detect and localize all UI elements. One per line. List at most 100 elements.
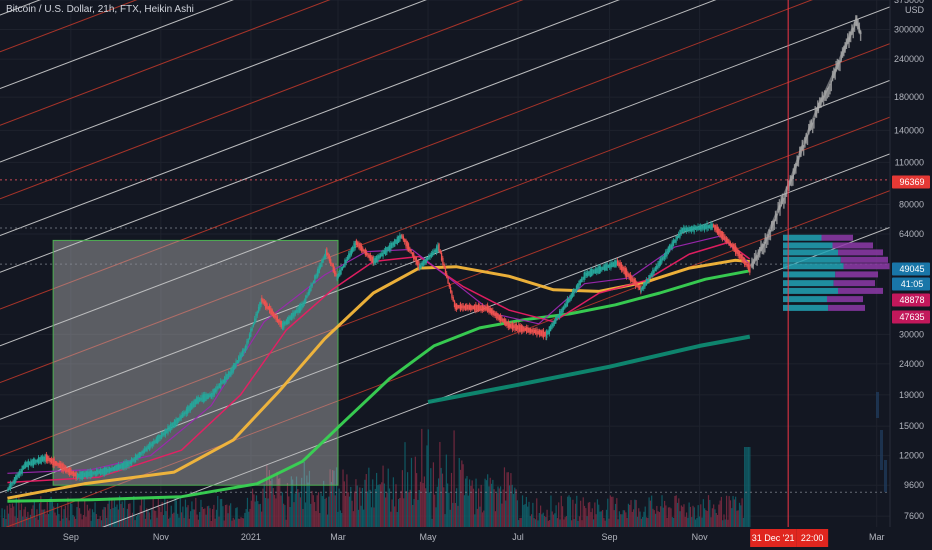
candle-body	[163, 431, 164, 435]
volume-bar	[156, 518, 157, 527]
candle-body	[299, 305, 300, 313]
x-tick-label: Sep	[63, 532, 79, 542]
candle-body	[651, 273, 652, 276]
volume-bar	[566, 516, 567, 527]
candle-body	[223, 380, 224, 383]
projection-candle	[755, 250, 756, 261]
volume-bar	[598, 505, 599, 527]
candle-body	[92, 472, 93, 475]
volume-bar	[656, 506, 657, 527]
volume-bar	[482, 512, 483, 527]
candle-body	[284, 322, 285, 325]
candle-body	[697, 226, 698, 230]
candle-body	[739, 251, 740, 258]
candle-body	[115, 465, 116, 470]
candle-body	[101, 469, 102, 473]
volume-bar	[543, 513, 544, 527]
candle-body	[269, 306, 270, 314]
volume-bar	[200, 500, 201, 527]
candle-body	[599, 266, 600, 274]
projection-candle	[795, 163, 796, 174]
volume-bar	[494, 489, 495, 527]
volume-profile-bar-down	[834, 280, 875, 286]
volume-bar	[521, 518, 522, 527]
volume-bar	[237, 507, 238, 527]
candle-body	[339, 270, 340, 276]
candle-body	[152, 442, 153, 446]
volume-bar	[681, 505, 682, 527]
volume-bar	[459, 458, 460, 527]
candle-body	[704, 224, 705, 231]
candle-body	[462, 303, 463, 311]
candle-body	[484, 305, 485, 311]
volume-bar	[583, 497, 584, 527]
projection-candle	[777, 202, 778, 213]
volume-bar	[624, 510, 625, 527]
volume-bar	[572, 500, 573, 527]
candle-body	[382, 250, 383, 256]
volume-bar	[155, 511, 156, 527]
volume-bar	[49, 499, 50, 527]
volume-bar	[354, 491, 355, 527]
candle-body	[44, 455, 45, 463]
candle-body	[160, 435, 161, 439]
volume-bar	[601, 511, 602, 527]
candle-body	[173, 422, 174, 428]
volume-bar	[211, 521, 212, 527]
candle-body	[333, 264, 334, 272]
volume-bar	[101, 520, 102, 527]
x-tick-label: May	[420, 532, 438, 542]
candle-body	[648, 275, 649, 282]
candle-body	[82, 471, 83, 479]
candle-body	[710, 223, 711, 230]
volume-bar	[1, 508, 2, 527]
volume-bar	[741, 498, 742, 527]
candle-body	[233, 365, 234, 372]
candle-body	[136, 455, 137, 460]
volume-bar	[389, 488, 390, 527]
volume-bar	[682, 507, 683, 527]
candle-body	[494, 311, 495, 316]
volume-bar	[509, 485, 510, 527]
candle-body	[588, 271, 589, 275]
volume-bar	[324, 499, 325, 527]
volume-bar	[650, 501, 651, 527]
candle-body	[356, 240, 357, 245]
candle-body	[445, 268, 446, 274]
volume-bar	[496, 493, 497, 527]
candle-body	[496, 313, 497, 319]
volume-bar	[348, 492, 349, 527]
volume-bar	[703, 499, 704, 527]
candle-body	[540, 330, 541, 335]
candle-body	[11, 482, 12, 485]
volume-bar	[65, 506, 66, 527]
volume-bar	[191, 501, 192, 527]
volume-bar	[561, 496, 562, 527]
candle-body	[248, 339, 249, 343]
volume-bar	[368, 468, 369, 527]
candle-body	[308, 292, 309, 295]
volume-bar	[447, 483, 448, 527]
volume-bar	[177, 514, 178, 527]
volume-bar	[628, 504, 629, 527]
volume-bar	[178, 518, 179, 527]
candle-body	[597, 267, 598, 274]
volume-bar	[308, 483, 309, 527]
candle-body	[586, 273, 587, 276]
candle-body	[43, 457, 44, 461]
candle-body	[723, 234, 724, 240]
projection-candle	[775, 211, 776, 222]
volume-bar	[499, 488, 500, 527]
candle-body	[70, 469, 71, 475]
volume-bar	[727, 520, 728, 527]
volume-bar	[62, 519, 63, 527]
candle-body	[732, 244, 733, 250]
candle-body	[605, 264, 606, 270]
candle-body	[39, 457, 40, 463]
projection-candle	[837, 59, 838, 70]
candle-body	[26, 462, 27, 467]
volume-bar	[683, 504, 684, 527]
candle-body	[326, 248, 327, 255]
volume-bar	[413, 499, 414, 527]
